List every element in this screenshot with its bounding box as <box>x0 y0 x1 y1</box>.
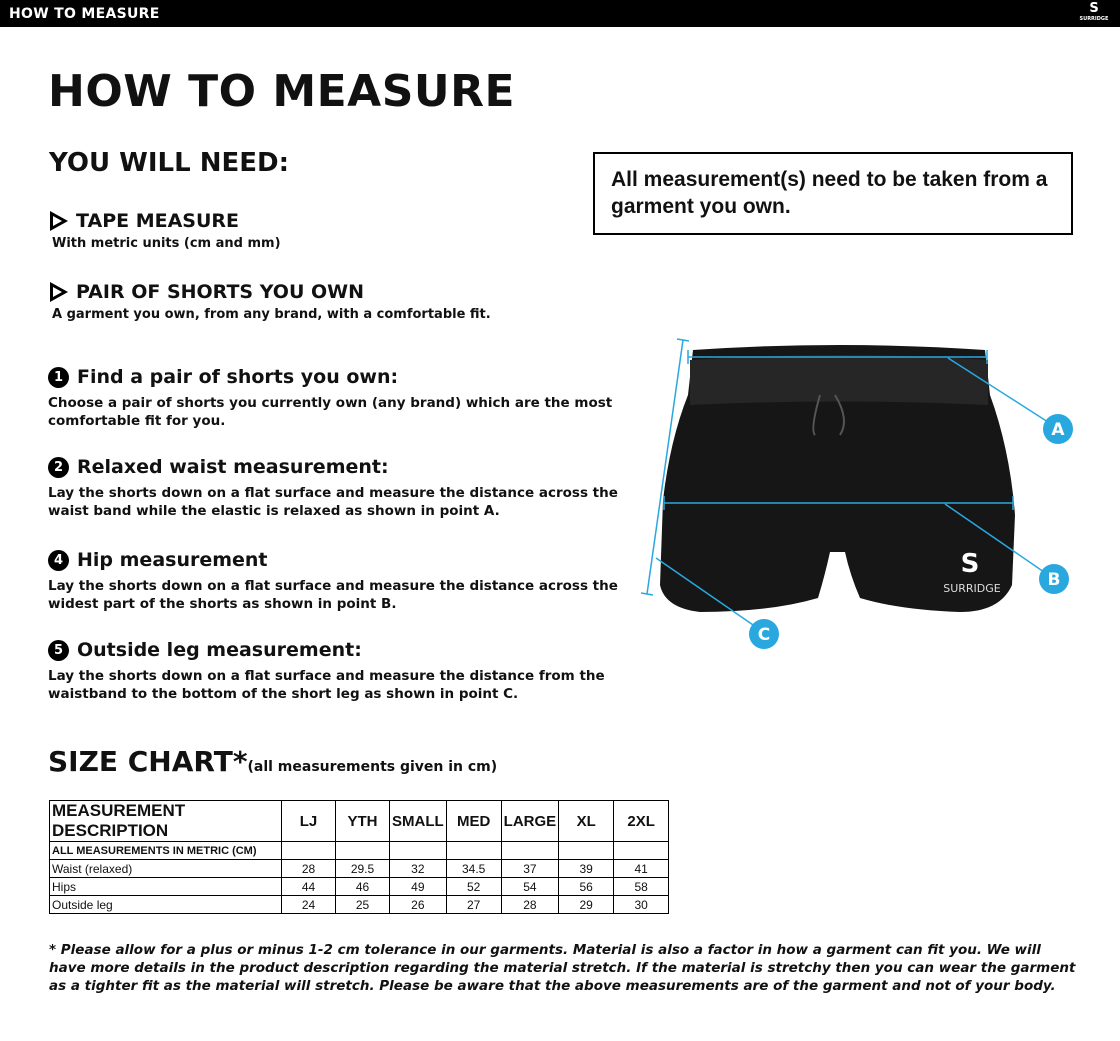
cell: 56 <box>558 877 615 896</box>
need-item-label: PAIR OF SHORTS YOU OWN <box>76 281 365 303</box>
size-chart-note: (all measurements given in cm) <box>247 759 498 775</box>
step-title: Hip measurement <box>77 549 268 571</box>
cell: 30 <box>613 895 670 914</box>
cell: 26 <box>389 895 447 914</box>
need-item-tape: TAPE MEASURE With metric units (cm and m… <box>50 210 281 251</box>
arrow-icon <box>50 211 68 231</box>
step-text: Choose a pair of shorts you currently ow… <box>48 395 613 429</box>
step-number: 1 <box>48 366 69 388</box>
step-title: Outside leg measurement: <box>77 639 362 661</box>
row-label: Waist (relaxed) <box>49 859 282 878</box>
row-label: Outside leg <box>49 895 282 914</box>
step-text: Lay the shorts down on a flat surface an… <box>48 578 618 612</box>
cell: 32 <box>389 859 447 878</box>
row-label: Hips <box>49 877 282 896</box>
subheader-cell: ALL MEASUREMENTS IN METRIC (CM) <box>49 841 282 860</box>
point-b-label: B <box>1048 570 1061 590</box>
waistband <box>690 355 988 405</box>
step-title: Find a pair of shorts you own: <box>77 366 399 388</box>
point-c-label: C <box>758 625 770 645</box>
need-item-label: TAPE MEASURE <box>76 210 240 232</box>
column-header: XL <box>558 800 615 842</box>
you-will-need-heading: YOU WILL NEED: <box>49 148 289 178</box>
column-header: YTH <box>335 800 390 842</box>
arrow-icon <box>50 282 68 302</box>
column-header: MEASUREMENT DESCRIPTION <box>49 800 282 842</box>
column-header: SMALL <box>389 800 447 842</box>
header-bar: HOW TO MEASURE S SURRIDGE <box>0 0 1120 27</box>
step-number: 4 <box>48 549 69 571</box>
cell: 44 <box>281 877 336 896</box>
cell: 29.5 <box>335 859 390 878</box>
step-title: Relaxed waist measurement: <box>77 456 389 478</box>
need-item-shorts: PAIR OF SHORTS YOU OWN A garment you own… <box>50 281 491 322</box>
cell: 52 <box>445 877 502 896</box>
column-header: LARGE <box>500 800 560 842</box>
cell: 54 <box>500 877 560 896</box>
step-number: 5 <box>48 639 69 661</box>
cell: 28 <box>281 859 336 878</box>
step-text: Lay the shorts down on a flat surface an… <box>48 668 605 702</box>
cell: 58 <box>613 877 670 896</box>
measure-lines <box>640 338 1049 628</box>
step-5: 5 Outside leg measurement: Lay the shorts… <box>48 639 628 703</box>
cell: 29 <box>558 895 615 914</box>
table-subheader-row: ALL MEASUREMENTS IN METRIC (CM) <box>49 841 670 860</box>
surridge-logo: S SURRIDGE <box>1079 1 1109 23</box>
note-box: All measurement(s) need to be taken from… <box>593 152 1073 235</box>
step-4: 4 Hip measurement Lay the shorts down on … <box>48 549 628 613</box>
cell: 34.5 <box>445 859 502 878</box>
shorts-shape <box>660 345 1015 612</box>
point-c-marker <box>749 619 779 649</box>
cell: 49 <box>389 877 447 896</box>
cell: 39 <box>558 859 615 878</box>
need-item-desc: A garment you own, from any brand, with … <box>52 307 491 322</box>
drawstring <box>812 394 845 436</box>
brand-s-logo: S <box>961 549 980 579</box>
need-item-desc: With metric units (cm and mm) <box>52 236 281 251</box>
cell: 28 <box>500 895 560 914</box>
point-a-label: A <box>1051 420 1065 440</box>
cell: 37 <box>500 859 560 878</box>
cell: 27 <box>445 895 502 914</box>
step-2: 2 Relaxed waist measurement: Lay the shor… <box>48 456 628 520</box>
cell: 41 <box>613 859 670 878</box>
brand-name: SURRIDGE <box>943 582 1001 595</box>
header-title: HOW TO MEASURE <box>9 6 160 22</box>
point-a-marker <box>1043 414 1073 444</box>
step-number: 2 <box>48 456 69 478</box>
table-row: Waist (relaxed) 28 29.5 32 34.5 37 39 41 <box>49 859 670 878</box>
column-header: 2XL <box>613 800 670 842</box>
footnote: * Please allow for a plus or minus 1-2 c… <box>49 942 1076 994</box>
column-header: MED <box>445 800 502 842</box>
cell: 24 <box>281 895 336 914</box>
size-chart-heading: SIZE CHART*(all measurements given in cm… <box>48 745 497 778</box>
table-row: Outside leg 24 25 26 27 28 29 30 <box>49 895 670 914</box>
table-header-row: MEASUREMENT DESCRIPTION LJ YTH SMALL MED… <box>49 800 670 842</box>
column-header: LJ <box>281 800 336 842</box>
cell: 25 <box>335 895 390 914</box>
size-chart-title: SIZE CHART* <box>48 745 248 778</box>
point-b-marker <box>1039 564 1069 594</box>
step-1: 1 Find a pair of shorts you own: Choose a… <box>48 366 628 430</box>
page-title: HOW TO MEASURE <box>48 66 516 117</box>
step-text: Lay the shorts down on a flat surface an… <box>48 485 618 519</box>
table-row: Hips 44 46 49 52 54 56 58 <box>49 877 670 896</box>
cell: 46 <box>335 877 390 896</box>
size-chart-table: MEASUREMENT DESCRIPTION LJ YTH SMALL MED… <box>49 800 670 914</box>
